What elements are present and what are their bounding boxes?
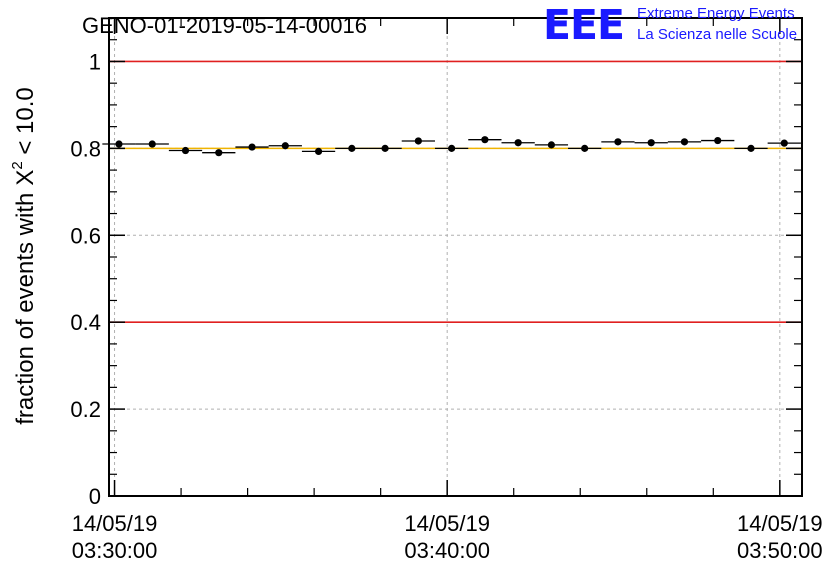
data-point [248, 143, 256, 151]
data-point [581, 144, 589, 152]
data-points [102, 136, 801, 157]
y-axis-label-symbol: X [12, 170, 39, 186]
data-point [348, 144, 356, 152]
reference-lines [109, 60, 802, 323]
x-tick-labels: 14/05/1903:30:0014/05/1903:40:0014/05/19… [72, 511, 823, 563]
data-point [215, 149, 223, 157]
data-point [514, 139, 522, 147]
grid [109, 18, 802, 496]
y-tick-label: 0.4 [70, 310, 101, 335]
data-point [680, 138, 689, 146]
axis-ticks [109, 17, 802, 497]
y-tick-label: 0.8 [70, 136, 101, 161]
data-point [481, 136, 489, 144]
y-axis-label-exponent: 2 [9, 161, 26, 169]
y-axis-label-suffix: < 10.0 [12, 87, 39, 161]
data-point [414, 137, 422, 145]
y-tick-label: 0 [89, 484, 101, 509]
data-point [181, 146, 190, 155]
logo-line-2: La Scienza nelle Scuole [637, 26, 797, 43]
data-point [448, 144, 456, 152]
x-tick-date-label: 14/05/19 [404, 511, 490, 536]
data-point [148, 140, 156, 148]
y-tick-label: 1 [89, 49, 101, 74]
data-point [547, 141, 556, 149]
x-tick-date-label: 14/05/19 [737, 511, 823, 536]
plot-frame [108, 17, 803, 497]
y-axis-label-text: fraction of events with [12, 193, 39, 425]
data-point [381, 144, 389, 152]
data-point [314, 147, 323, 156]
x-tick-time-label: 03:50:00 [737, 538, 823, 563]
data-point [647, 139, 655, 147]
data-point [115, 140, 123, 148]
data-point [614, 138, 622, 146]
logo-mark: EEE [543, 1, 624, 49]
y-tick-label: 0.6 [70, 223, 101, 248]
x-tick-date-label: 14/05/19 [72, 511, 158, 536]
y-tick-labels: 0 0.2 0.4 0.6 0.8 1 [70, 49, 101, 509]
data-point [747, 144, 755, 152]
data-point [714, 136, 722, 145]
data-point [780, 139, 788, 147]
eee-logo: EEE Extreme Energy Events La Scienza nel… [543, 1, 797, 49]
x-tick-time-label: 03:30:00 [72, 538, 158, 563]
logo-line-1: Extreme Energy Events [637, 5, 795, 22]
y-axis-label: fraction of events with X2 < 10.0 [9, 87, 39, 425]
y-tick-label: 0.2 [70, 397, 101, 422]
chart-title: GENO-01-2019-05-14-00016 [82, 13, 367, 38]
x-tick-time-label: 03:40:00 [404, 538, 490, 563]
data-point [281, 142, 289, 150]
